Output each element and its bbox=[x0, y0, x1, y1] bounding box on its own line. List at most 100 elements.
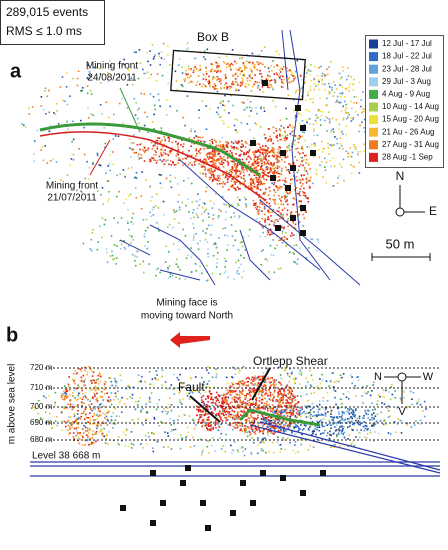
event-dot bbox=[199, 172, 202, 175]
event-dot bbox=[146, 149, 149, 151]
event-dot bbox=[176, 143, 179, 146]
event-dot bbox=[124, 247, 126, 249]
event-dot bbox=[257, 183, 260, 185]
event-dot bbox=[246, 168, 249, 170]
event-dot bbox=[271, 377, 274, 379]
event-dot bbox=[294, 395, 296, 397]
event-dot bbox=[261, 80, 263, 82]
event-dot bbox=[63, 407, 66, 410]
event-dot bbox=[278, 206, 280, 209]
event-dot bbox=[291, 178, 294, 180]
event-dot bbox=[289, 424, 292, 426]
legend-swatch bbox=[369, 140, 378, 150]
event-dot bbox=[190, 145, 192, 147]
event-dot bbox=[300, 163, 302, 166]
event-dot bbox=[210, 157, 213, 159]
event-dot bbox=[244, 419, 247, 421]
event-dot bbox=[272, 398, 274, 401]
event-dot bbox=[150, 392, 153, 395]
event-dot bbox=[205, 208, 208, 211]
event-dot bbox=[147, 147, 150, 150]
event-dot bbox=[88, 404, 90, 406]
event-dot bbox=[283, 195, 286, 197]
event-dot bbox=[260, 107, 262, 110]
event-dot bbox=[311, 434, 313, 436]
event-dot bbox=[109, 169, 112, 172]
event-dot bbox=[323, 429, 326, 432]
event-dot bbox=[122, 431, 125, 433]
event-dot bbox=[309, 176, 312, 179]
event-dot bbox=[61, 429, 63, 431]
event-dot bbox=[123, 63, 125, 66]
event-dot bbox=[131, 393, 134, 396]
event-dot bbox=[221, 163, 224, 166]
event-dot bbox=[291, 162, 294, 165]
event-dot bbox=[261, 210, 263, 212]
event-dot bbox=[144, 149, 147, 152]
event-dot bbox=[61, 394, 64, 397]
event-dot bbox=[332, 95, 334, 97]
event-dot bbox=[283, 235, 285, 238]
event-dot bbox=[105, 435, 108, 438]
event-dot bbox=[257, 181, 260, 183]
event-dot bbox=[267, 209, 270, 212]
event-dot bbox=[217, 429, 220, 432]
event-dot bbox=[169, 152, 172, 154]
event-dot bbox=[91, 422, 94, 425]
event-dot bbox=[339, 406, 342, 409]
event-dot bbox=[210, 170, 212, 173]
event-dot bbox=[257, 391, 260, 393]
event-dot bbox=[152, 58, 155, 60]
event-dot bbox=[259, 202, 261, 205]
event-dot bbox=[218, 395, 221, 398]
event-dot bbox=[350, 155, 353, 158]
event-dot bbox=[361, 417, 364, 419]
event-dot bbox=[205, 154, 208, 156]
event-dot bbox=[174, 387, 177, 390]
event-dot bbox=[139, 397, 141, 399]
event-dot bbox=[152, 145, 155, 147]
event-dot bbox=[95, 381, 97, 384]
event-dot bbox=[205, 412, 207, 415]
event-dot bbox=[289, 213, 292, 215]
event-dot bbox=[163, 136, 165, 138]
event-dot bbox=[241, 158, 244, 161]
event-dot bbox=[148, 77, 151, 79]
legend-swatch bbox=[369, 89, 378, 99]
event-dot bbox=[346, 67, 349, 69]
event-dot bbox=[224, 94, 226, 97]
event-dot bbox=[113, 399, 115, 401]
event-dot bbox=[278, 194, 280, 197]
event-dot bbox=[285, 200, 287, 203]
event-dot bbox=[258, 400, 261, 402]
event-dot bbox=[120, 379, 122, 382]
event-dot bbox=[232, 184, 234, 187]
event-dot bbox=[218, 237, 220, 239]
event-dot bbox=[347, 75, 350, 77]
event-dot bbox=[240, 447, 242, 449]
event-dot bbox=[238, 215, 241, 217]
event-dot bbox=[266, 139, 269, 142]
event-dot bbox=[215, 414, 217, 416]
event-dot bbox=[419, 419, 422, 422]
event-dot bbox=[246, 393, 249, 395]
depth-label: 720 m bbox=[30, 363, 53, 372]
event-dot bbox=[242, 270, 245, 273]
event-dot bbox=[249, 76, 251, 79]
event-dot bbox=[195, 200, 198, 203]
event-dot bbox=[277, 413, 279, 416]
event-dot bbox=[178, 222, 180, 224]
event-dot bbox=[126, 107, 129, 109]
event-dot bbox=[199, 152, 201, 154]
event-dot bbox=[91, 232, 93, 234]
event-dot bbox=[308, 70, 310, 72]
event-dot bbox=[169, 180, 172, 183]
event-dot bbox=[268, 430, 270, 432]
event-dot bbox=[250, 145, 253, 147]
event-dot bbox=[289, 426, 292, 429]
event-dot bbox=[207, 256, 210, 258]
event-dot bbox=[236, 176, 239, 178]
event-dot bbox=[333, 446, 336, 449]
event-dot bbox=[272, 427, 275, 430]
event-dot bbox=[264, 219, 266, 222]
